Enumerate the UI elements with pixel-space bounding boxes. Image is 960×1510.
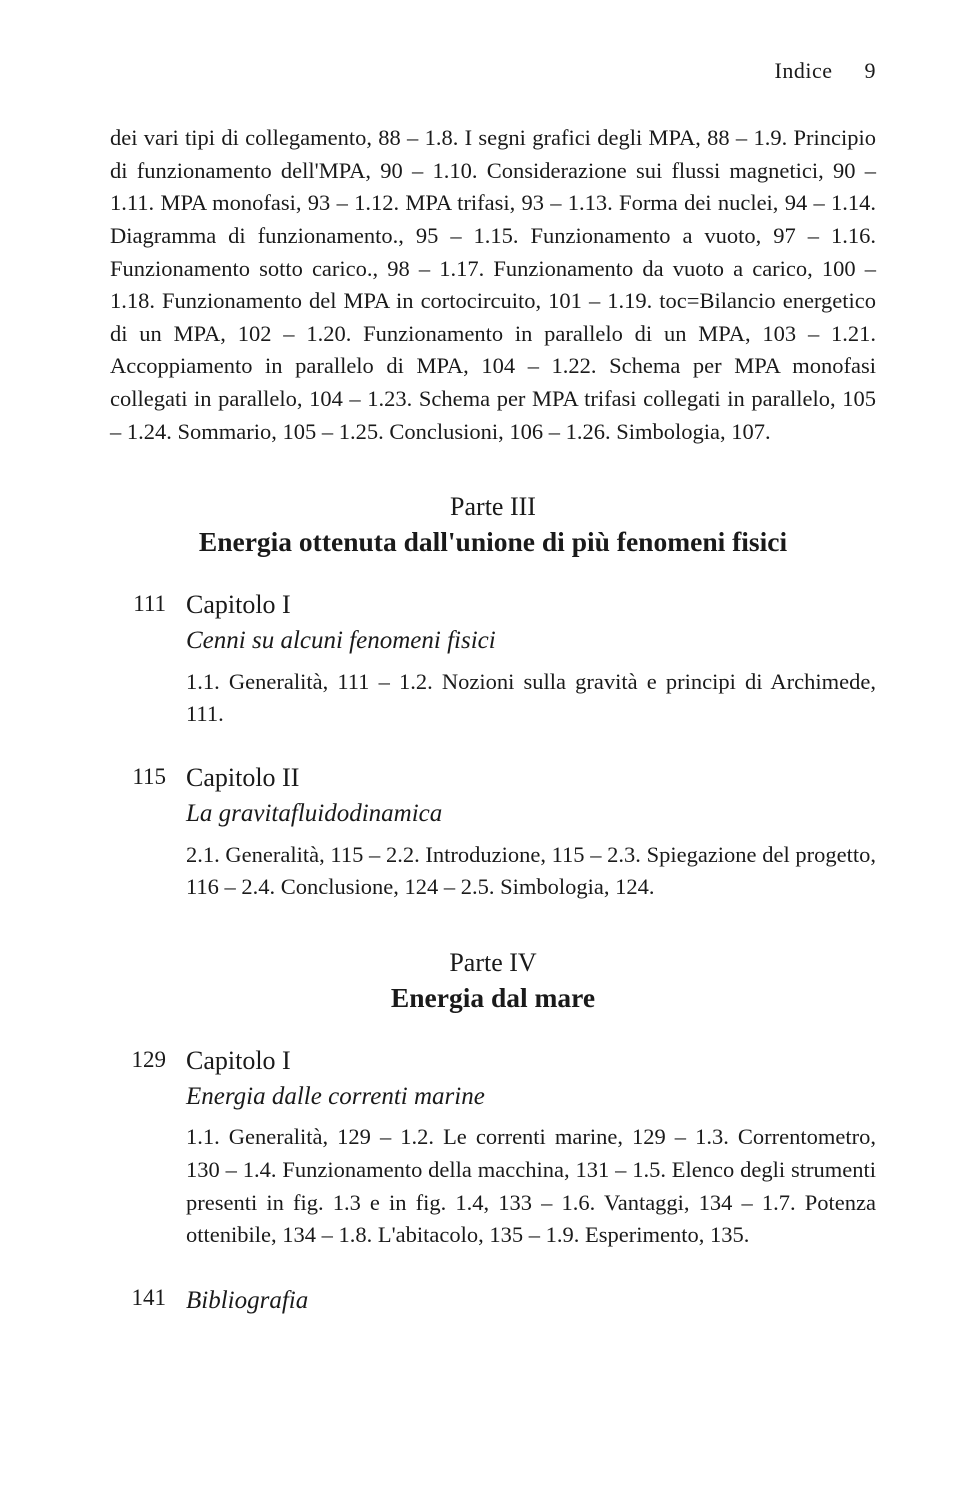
chapter-title: Capitolo II — [186, 761, 876, 795]
section-list: 1.1. Generalità, 129 – 1.2. Le correnti … — [186, 1121, 876, 1252]
chapter-subtitle: Cenni su alcuni fenomeni fisici — [186, 624, 876, 658]
toc-entry-part3-ch2: 115 Capitolo II La gravitafluidodinamica — [110, 761, 876, 831]
toc-page-number: 141 — [110, 1282, 186, 1313]
part-4-heading: Parte IV Energia dal mare — [110, 948, 876, 1014]
part-3-label: Parte III — [110, 492, 876, 522]
toc-page-number: 129 — [110, 1044, 186, 1075]
chapter-title: Capitolo I — [186, 588, 876, 622]
continuation-paragraph: dei vari tipi di collegamento, 88 – 1.8.… — [110, 122, 876, 448]
part-3-heading: Parte III Energia ottenuta dall'unione d… — [110, 492, 876, 558]
running-title: Indice — [775, 58, 833, 83]
toc-page-number: 111 — [110, 588, 186, 619]
chapter-title: Capitolo I — [186, 1044, 876, 1078]
chapter-subtitle: Energia dalle correnti marine — [186, 1080, 876, 1114]
section-list: 2.1. Generalità, 115 – 2.2. Introduzione… — [186, 839, 876, 904]
part-3-title: Energia ottenuta dall'unione di più feno… — [110, 526, 876, 558]
page: Indice 9 dei vari tipi di collegamento, … — [0, 0, 960, 1510]
toc-entry-part4-ch1: 129 Capitolo I Energia dalle correnti ma… — [110, 1044, 876, 1114]
bibliography-title: Bibliografia — [186, 1284, 876, 1318]
running-page-number: 9 — [865, 58, 877, 83]
toc-entry-part3-ch1: 111 Capitolo I Cenni su alcuni fenomeni … — [110, 588, 876, 658]
section-list: 1.1. Generalità, 111 – 1.2. Nozioni sull… — [186, 666, 876, 731]
part-4-title: Energia dal mare — [110, 982, 876, 1014]
toc-entry-bibliography: 141 Bibliografia — [110, 1282, 876, 1318]
part-4-label: Parte IV — [110, 948, 876, 978]
toc-page-number: 115 — [110, 761, 186, 792]
chapter-subtitle: La gravitafluidodinamica — [186, 797, 876, 831]
running-head: Indice 9 — [110, 58, 876, 84]
